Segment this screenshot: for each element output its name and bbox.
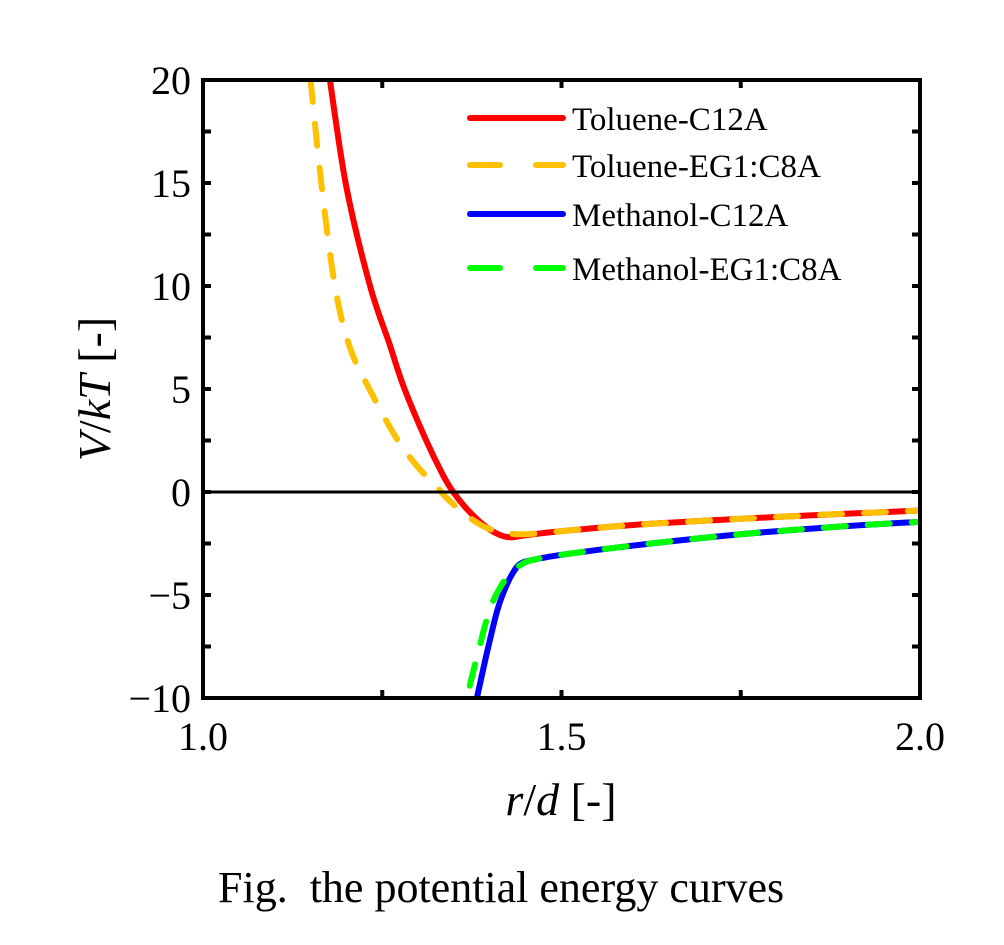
y-tick-label: −10	[128, 676, 191, 721]
legend-label: Toluene-EG1:C8A	[572, 149, 821, 185]
y-label-var2: kT	[69, 371, 120, 420]
y-tick-label: 15	[151, 161, 191, 206]
legend: Toluene-C12A Toluene-EG1:C8A Methanol-C12A…	[467, 102, 842, 288]
y-axis-label: V/kT [-]	[69, 317, 120, 461]
y-label-var1: V	[69, 428, 120, 461]
y-tick-label: 5	[171, 367, 191, 412]
x-label-var2: d	[536, 774, 560, 825]
series-line-methanol-c12a	[473, 518, 920, 698]
x-label-unit: [-]	[559, 774, 616, 825]
legend-item: Toluene-EG1:C8A	[467, 149, 821, 185]
legend-item: Methanol-EG1:C8A	[467, 252, 842, 288]
series-line-toluene-eg1-c8a	[307, 80, 920, 538]
y-tick-label: 20	[151, 58, 191, 103]
figure-caption: Fig. the potential energy curves	[218, 863, 784, 912]
y-tick-label: −5	[148, 573, 191, 618]
legend-label: Methanol-EG1:C8A	[572, 252, 842, 288]
y-label-slash: /	[69, 420, 120, 433]
x-axis-label: r/d [-]	[505, 774, 616, 825]
x-tick-label: 1.0	[178, 714, 228, 759]
axis-ticks: 1.0 1.5 2.0 20 15 10 5 0 −5 −10	[128, 58, 945, 759]
legend-item: Toluene-C12A	[467, 102, 768, 138]
legend-item: Methanol-C12A	[467, 198, 788, 234]
series-layer	[307, 80, 920, 698]
x-tick-label: 2.0	[895, 714, 945, 759]
x-label-var1: r	[505, 774, 524, 825]
y-tick-label: 0	[171, 470, 191, 515]
series-line-methanol-eg1-c8a	[466, 518, 920, 689]
x-label-slash: /	[523, 774, 536, 825]
legend-label: Methanol-C12A	[572, 198, 788, 234]
y-tick-label: 10	[151, 264, 191, 309]
legend-label: Toluene-C12A	[572, 102, 768, 138]
x-tick-label: 1.5	[537, 714, 587, 759]
y-label-unit: [-]	[69, 317, 120, 374]
